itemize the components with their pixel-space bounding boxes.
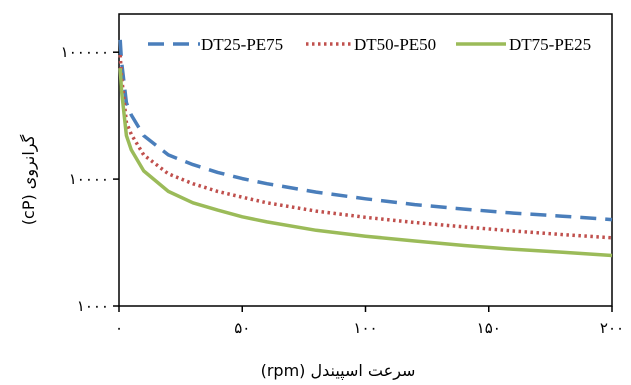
x-tick-label: ۱۵۰ — [477, 319, 501, 337]
x-tick-label: ۰ — [115, 319, 123, 337]
series-line-dt75-pe25 — [118, 67, 613, 258]
y-tick-label: ۱۰۰۰۰۰ — [61, 43, 109, 61]
x-tick-label: ۲۰۰ — [600, 319, 624, 337]
series-line-dt25-pe75 — [118, 39, 613, 222]
legend-label: DT25-PE75 — [201, 35, 283, 54]
legend-label: DT75-PE25 — [509, 35, 591, 54]
y-tick-label: ۱۰۰۰ — [77, 297, 109, 315]
series-line-dt50-pe50 — [118, 54, 613, 240]
x-axis-title: سرعت اسپیندل (rpm) — [261, 361, 416, 381]
plot-frame — [118, 13, 613, 307]
y-axis-title: گرانروی (cP) — [19, 134, 39, 225]
legend-label: DT50-PE50 — [354, 35, 436, 54]
x-tick-label: ۵۰ — [234, 319, 250, 337]
series-layer — [118, 39, 613, 258]
y-tick-label: ۱۰۰۰۰ — [69, 170, 109, 188]
x-tick-label: ۱۰۰ — [353, 319, 377, 337]
legend-layer: DT25-PE75 DT50-PE50 DT75-PE25 — [148, 35, 591, 54]
axes-layer: ۰ ۵۰ ۱۰۰ ۱۵۰ ۲۰۰ ۱۰۰۰ ۱۰۰۰۰ ۱۰۰۰۰۰ — [61, 13, 624, 337]
